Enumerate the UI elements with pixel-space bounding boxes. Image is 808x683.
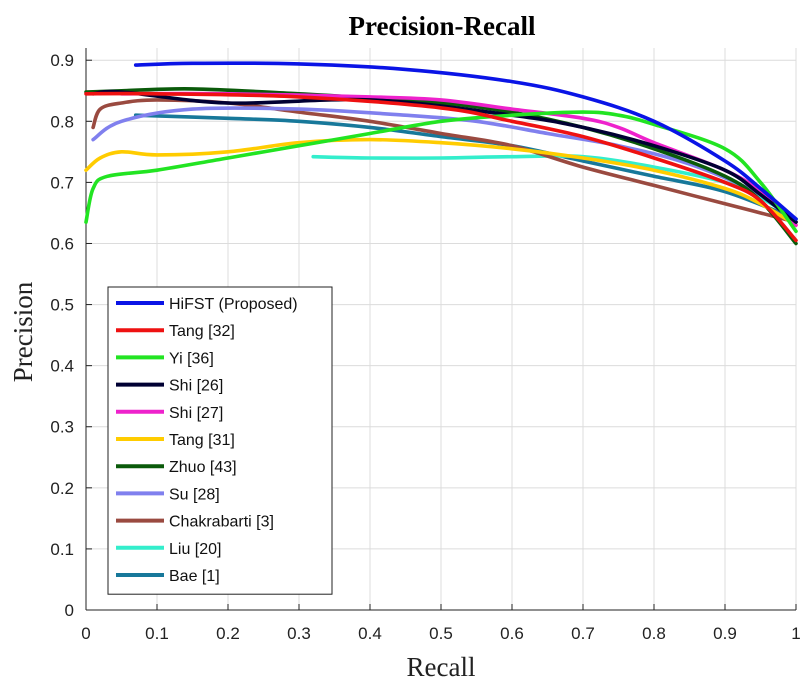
y-tick-label: 0.9 — [50, 51, 74, 70]
y-tick-label: 0.4 — [50, 357, 74, 376]
legend-label: Tang [31] — [169, 432, 235, 449]
series-line-hifst-proposed — [133, 61, 798, 221]
legend-label: Liu [20] — [169, 541, 221, 558]
x-tick-label: 0 — [81, 624, 90, 643]
x-tick-label: 1 — [791, 624, 800, 643]
x-tick-label: 0.1 — [145, 624, 169, 643]
legend-label: Yi [36] — [169, 350, 214, 367]
series-line-tang-32 — [84, 91, 798, 243]
x-tick-label: 0.5 — [429, 624, 453, 643]
tick-labels: 0 0.1 0.2 0.3 0.4 0.5 0.6 0.7 0.8 0.9 1 0 0.1 0.2 0.3 0… — [50, 51, 800, 643]
legend-label: Shi [27] — [169, 405, 223, 422]
legend-label: Zhuo [43] — [169, 459, 237, 476]
x-axis-label: Recall — [407, 652, 476, 682]
legend-label: HiFST (Proposed) — [169, 296, 298, 313]
x-tick-label: 0.2 — [216, 624, 240, 643]
series-line-zhuo-43 — [84, 87, 798, 246]
x-tick-label: 0.7 — [571, 624, 595, 643]
y-tick-label: 0 — [65, 601, 74, 620]
legend-label: Bae [1] — [169, 568, 220, 585]
x-tick-label: 0.6 — [500, 624, 524, 643]
y-axis-label: Precision — [8, 281, 38, 382]
legend-label: Tang [32] — [169, 323, 235, 340]
series-line-tang-31 — [84, 137, 798, 227]
y-tick-label: 0.8 — [50, 112, 74, 131]
x-tick-label: 0.4 — [358, 624, 382, 643]
y-tick-label: 0.1 — [50, 540, 74, 559]
x-tick-label: 0.8 — [642, 624, 666, 643]
y-tick-label: 0.2 — [50, 479, 74, 498]
x-tick-label: 0.3 — [287, 624, 311, 643]
chart-title: Precision-Recall — [349, 11, 536, 41]
legend-label: Chakrabarti [3] — [169, 514, 274, 531]
y-tick-label: 0.3 — [50, 418, 74, 437]
y-tick-label: 0.5 — [50, 296, 74, 315]
series-line-su-28 — [91, 106, 798, 224]
series-line-yi-36 — [84, 110, 798, 234]
series-lines — [84, 61, 798, 246]
x-tick-label: 0.9 — [713, 624, 737, 643]
legend-label: Su [28] — [169, 486, 220, 503]
y-tick-label: 0.7 — [50, 173, 74, 192]
axes — [85, 48, 797, 611]
y-tick-label: 0.6 — [50, 234, 74, 253]
legend-label: Shi [26] — [169, 378, 223, 395]
legend: HiFST (Proposed) Tang [32] Yi [36] Shi [26]… — [107, 286, 333, 595]
series-line-bae-1 — [133, 113, 798, 221]
series-line-chakrabarti-3 — [91, 98, 798, 224]
